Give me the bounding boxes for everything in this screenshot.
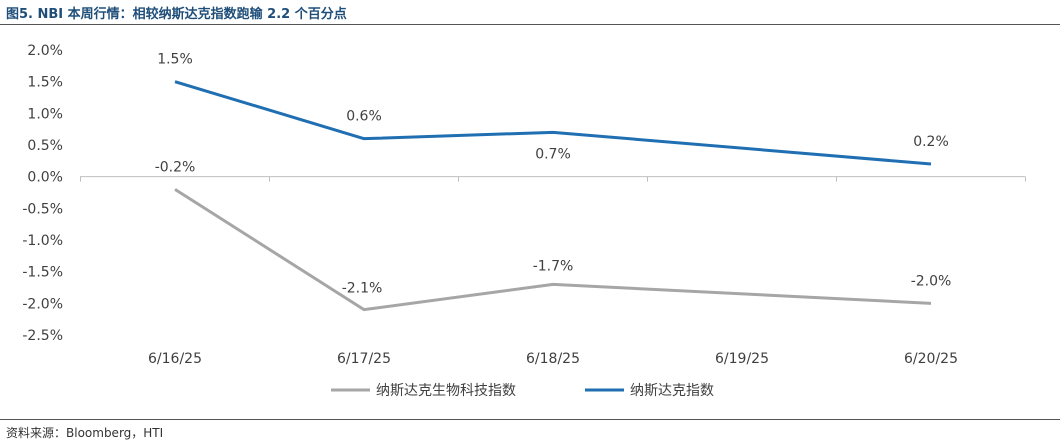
data-label: 0.6% [346, 109, 382, 125]
series-line [174, 188, 932, 312]
x-tick-label: 6/18/25 [526, 351, 580, 367]
x-tick-label: 6/20/25 [904, 351, 958, 367]
y-tick-label: 0.0% [27, 170, 63, 186]
y-tick-label: -1.0% [22, 233, 63, 249]
data-label: 1.5% [157, 52, 193, 68]
y-tick-label: 1.0% [27, 106, 63, 122]
data-label: -0.2% [155, 159, 196, 175]
legend: 纳斯达克生物科技指数 纳斯达克指数 [331, 383, 714, 399]
line-chart: 2.0% 1.5% 1.0% 0.5% 0.0% -0.5% -1.0% -1.5% -2.0%… [22, 43, 1026, 399]
y-tick-label: 0.5% [27, 138, 63, 154]
caption-divider [0, 24, 1060, 25]
series-line [174, 80, 932, 166]
x-axis-tick-labels: 6/16/25 6/17/25 6/18/25 6/19/25 6/20/25 [148, 351, 958, 367]
data-label: 0.7% [535, 146, 571, 162]
source-note: 资料来源：Bloomberg，HTI [6, 426, 164, 440]
data-label: -2.1% [342, 281, 383, 297]
y-tick-label: -0.5% [22, 201, 63, 217]
data-label: -2.0% [911, 273, 952, 289]
x-tick-label: 6/19/25 [715, 351, 769, 367]
legend-label: 纳斯达克生物科技指数 [376, 383, 516, 399]
legend-label: 纳斯达克指数 [630, 383, 714, 399]
y-tick-label: -1.5% [22, 265, 63, 281]
y-tick-label: 1.5% [27, 75, 63, 91]
data-label: 0.2% [913, 134, 949, 150]
y-tick-label: -2.0% [22, 296, 63, 312]
y-axis-tick-labels: 2.0% 1.5% 1.0% 0.5% 0.0% -0.5% -1.0% -1.5% -2.0%… [22, 43, 63, 344]
x-tick-label: 6/17/25 [337, 351, 391, 367]
figure-caption: 图5. NBI 本周行情：相较纳斯达克指数跑输 2.2 个百分点 [6, 7, 347, 22]
y-tick-label: 2.0% [27, 43, 63, 59]
source-divider [0, 419, 1060, 420]
data-label: -1.7% [533, 258, 574, 274]
data-labels: -0.2% -2.1% -1.7% -2.0% 1.5% 0.6% 0.7% 0.2% [155, 52, 952, 297]
x-axis-ticks [80, 176, 1026, 182]
series-lines [174, 80, 932, 312]
x-tick-label: 6/16/25 [148, 351, 202, 367]
y-tick-label: -2.5% [22, 328, 63, 344]
